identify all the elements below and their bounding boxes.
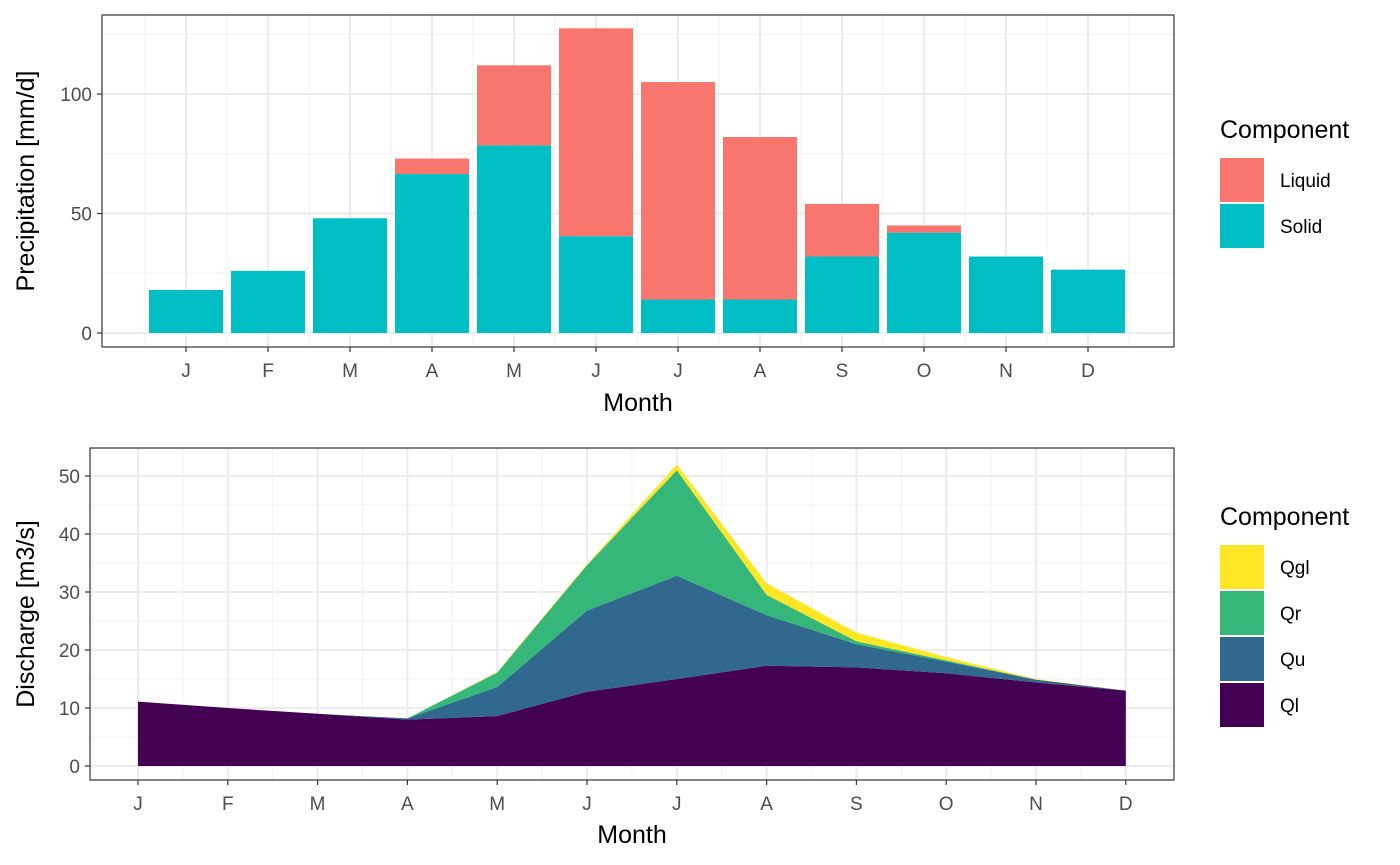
x-tick-label: J bbox=[133, 794, 143, 815]
x-tick-label: O bbox=[939, 794, 954, 815]
x-tick-label: S bbox=[850, 794, 863, 815]
x-tick-label: A bbox=[401, 794, 414, 815]
area-qr bbox=[138, 470, 1126, 719]
y-tick-label: 0 bbox=[69, 757, 80, 778]
discharge-y-axis: 0 10 20 30 40 50 bbox=[59, 467, 90, 778]
bar-solid bbox=[477, 145, 551, 333]
x-tick-label: M bbox=[342, 361, 358, 382]
y-tick-label: 30 bbox=[59, 583, 80, 604]
x-tick-label: N bbox=[999, 361, 1013, 382]
legend-label-qr: Qr bbox=[1280, 604, 1302, 625]
legend-label-solid: Solid bbox=[1280, 217, 1322, 238]
legend-label-liquid: Liquid bbox=[1280, 171, 1331, 192]
bar-liquid bbox=[887, 225, 961, 233]
precipitation-bars bbox=[149, 28, 1125, 333]
discharge-panel-border bbox=[89, 447, 1175, 781]
precipitation-x-axis-title: Month bbox=[603, 389, 672, 417]
y-tick-label: 100 bbox=[60, 85, 92, 106]
bar-liquid bbox=[395, 158, 469, 175]
legend-key-qu bbox=[1220, 637, 1264, 681]
x-tick-label: J bbox=[181, 361, 191, 382]
x-tick-label: S bbox=[836, 361, 849, 382]
discharge-legend-title: Component bbox=[1220, 503, 1349, 531]
y-tick-label: 10 bbox=[59, 699, 80, 720]
bar-liquid bbox=[477, 65, 551, 146]
precipitation-legend-title: Component bbox=[1220, 116, 1349, 144]
legend-label-qu: Qu bbox=[1280, 650, 1305, 671]
x-tick-label: F bbox=[262, 361, 274, 382]
area-qu bbox=[138, 575, 1126, 720]
bar-liquid bbox=[559, 28, 633, 237]
legend-key-qgl bbox=[1220, 545, 1264, 589]
bar-solid bbox=[395, 174, 469, 333]
y-tick-label: 0 bbox=[81, 324, 92, 345]
bar-solid bbox=[969, 256, 1043, 333]
precipitation-chart: 0 50 100 J F M A M J J A S O N D Month Precipitation … bbox=[12, 14, 1349, 417]
bar-solid bbox=[887, 232, 961, 333]
x-tick-label: J bbox=[591, 361, 601, 382]
precipitation-y-axis: 0 50 100 bbox=[60, 85, 102, 345]
legend-label-qgl: Qgl bbox=[1280, 558, 1310, 579]
bar-solid bbox=[805, 256, 879, 333]
x-tick-label: J bbox=[673, 361, 683, 382]
x-tick-label: J bbox=[582, 794, 592, 815]
bar-solid bbox=[559, 236, 633, 333]
legend-key-ql bbox=[1220, 683, 1264, 727]
legend-key-liquid bbox=[1220, 158, 1264, 202]
bar-solid bbox=[1051, 269, 1125, 333]
x-tick-label: N bbox=[1029, 794, 1043, 815]
bar-solid bbox=[723, 299, 797, 333]
discharge-chart: 0 10 20 30 40 50 J F M A M J J A S O N D Month Discharge… bbox=[12, 447, 1349, 849]
discharge-y-axis-title: Discharge [m3/s] bbox=[12, 520, 40, 708]
discharge-areas bbox=[138, 464, 1126, 766]
x-tick-label: D bbox=[1081, 361, 1095, 382]
y-tick-label: 20 bbox=[59, 641, 80, 662]
bar-solid bbox=[313, 218, 387, 333]
x-tick-label: A bbox=[426, 361, 439, 382]
x-tick-label: D bbox=[1119, 794, 1133, 815]
bar-solid bbox=[641, 299, 715, 333]
bar-liquid bbox=[641, 82, 715, 300]
y-tick-label: 50 bbox=[59, 467, 80, 488]
legend-key-qr bbox=[1220, 591, 1264, 635]
precipitation-y-axis-title: Precipitation [mm/d] bbox=[12, 71, 40, 292]
x-tick-label: M bbox=[506, 361, 522, 382]
y-tick-label: 40 bbox=[59, 525, 80, 546]
y-tick-label: 50 bbox=[71, 205, 92, 226]
discharge-legend: Component Qgl Qr Qu Ql bbox=[1220, 503, 1349, 727]
x-tick-label: A bbox=[760, 794, 773, 815]
x-tick-label: O bbox=[917, 361, 932, 382]
bar-solid bbox=[149, 289, 223, 333]
x-tick-label: M bbox=[310, 794, 326, 815]
legend-key-solid bbox=[1220, 204, 1264, 248]
x-tick-label: A bbox=[754, 361, 767, 382]
precipitation-panel-border bbox=[101, 14, 1175, 348]
precipitation-legend: Component Liquid Solid bbox=[1220, 116, 1349, 248]
legend-label-ql: Ql bbox=[1280, 696, 1299, 717]
bar-liquid bbox=[805, 203, 879, 257]
x-tick-label: F bbox=[222, 794, 234, 815]
bar-liquid bbox=[723, 137, 797, 300]
x-tick-label: M bbox=[489, 794, 505, 815]
discharge-x-axis-title: Month bbox=[597, 821, 666, 849]
area-qgl bbox=[138, 464, 1126, 719]
bar-solid bbox=[231, 270, 305, 333]
x-tick-label: J bbox=[672, 794, 682, 815]
area-ql bbox=[138, 665, 1126, 766]
